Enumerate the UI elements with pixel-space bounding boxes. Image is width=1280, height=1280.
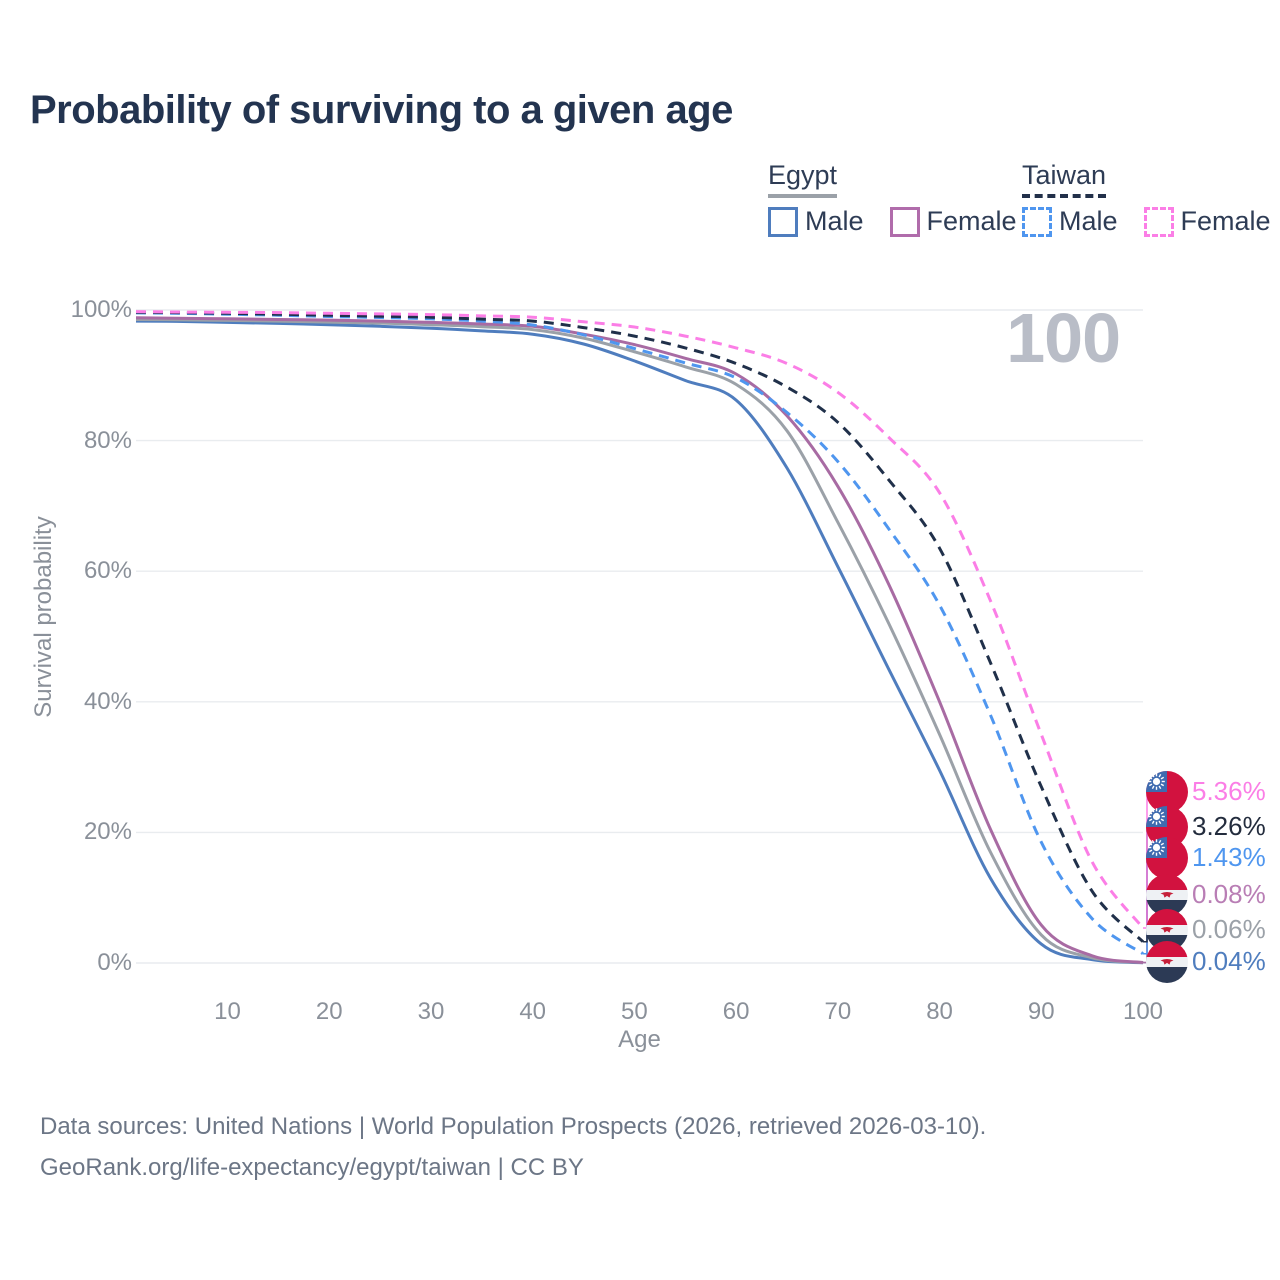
x-tick-label: 50 [621, 998, 648, 1025]
legend-item-label: Female [1180, 206, 1271, 236]
x-tick-label: 10 [214, 998, 241, 1025]
legend-item-label: Female [926, 206, 1017, 236]
x-tick-label: 90 [1027, 998, 1055, 1025]
legend-item-taiwan-male[interactable]: Male [1022, 206, 1118, 237]
legend-title-egypt: Egypt [768, 160, 838, 198]
x-tick-label: 20 [315, 998, 343, 1025]
x-tick-label: 80 [926, 998, 953, 1025]
legend-group-egypt: Egypt Male Female [768, 160, 1043, 237]
y-tick-label: 100% [70, 296, 132, 323]
footer: Data sources: United Nations | World Pop… [40, 1106, 986, 1188]
y-tick-label: 60% [83, 557, 132, 585]
flag-icon-taiwan [1146, 806, 1188, 848]
legend-items: Male Female [1022, 206, 1280, 237]
end-value-label-egypt-all: 0.06% [1192, 914, 1266, 944]
end-value-label-egypt-female: 0.08% [1192, 879, 1266, 909]
y-tick-label: 20% [83, 818, 132, 846]
legend-group-taiwan: Taiwan Male Female [1022, 160, 1280, 237]
legend-swatch-taiwan-female [1143, 206, 1174, 237]
x-tick-label: 70 [824, 998, 852, 1025]
end-value-label-taiwan-male: 1.43% [1192, 842, 1266, 872]
footer-source-line: Data sources: United Nations | World Pop… [40, 1113, 987, 1140]
y-tick-label: 80% [83, 426, 132, 454]
legend-swatch-egypt-female [889, 206, 920, 237]
flag-icon-taiwan [1146, 771, 1188, 813]
legend-title-taiwan: Taiwan [1022, 160, 1107, 198]
legend-item-egypt-male[interactable]: Male [768, 206, 864, 237]
page-title: Probability of surviving to a given age [30, 88, 733, 132]
y-tick-label: 40% [83, 687, 132, 715]
legend-items: Male Female [768, 206, 1043, 237]
flag-icon-taiwan [1146, 837, 1188, 879]
x-tick-label: 100 [1122, 998, 1164, 1025]
x-tick-label: 30 [417, 998, 445, 1025]
legend-item-label: Male [805, 206, 864, 236]
end-value-label-taiwan-female: 5.36% [1192, 776, 1266, 806]
end-value-label-egypt-male: 0.04% [1192, 946, 1266, 976]
footer-attribution-line: GeoRank.org/life-expectancy/egypt/taiwan… [40, 1154, 584, 1181]
x-axis-title: Age [618, 1026, 661, 1053]
survival-curve-egypt-male [135, 319, 1144, 965]
legend-item-label: Male [1059, 206, 1118, 236]
survival-curve-egypt-female [135, 316, 1144, 964]
legend-swatch-taiwan-male [1022, 206, 1052, 237]
legend-item-egypt-female[interactable]: Female [889, 206, 1017, 237]
x-tick-label: 60 [722, 998, 750, 1025]
survival-curve-taiwan-all [135, 310, 1145, 943]
flag-icon-egypt [1146, 941, 1188, 983]
survival-curve-taiwan-female [135, 310, 1145, 929]
x-tick-label: 40 [519, 998, 547, 1025]
age-watermark: 100 [1006, 299, 1121, 377]
y-tick-label: 0% [97, 949, 132, 976]
survival-curve-egypt-all [135, 318, 1144, 965]
legend-swatch-egypt-male [768, 206, 798, 237]
legend-item-taiwan-female[interactable]: Female [1143, 206, 1271, 237]
end-value-label-taiwan-all: 3.26% [1192, 811, 1266, 841]
